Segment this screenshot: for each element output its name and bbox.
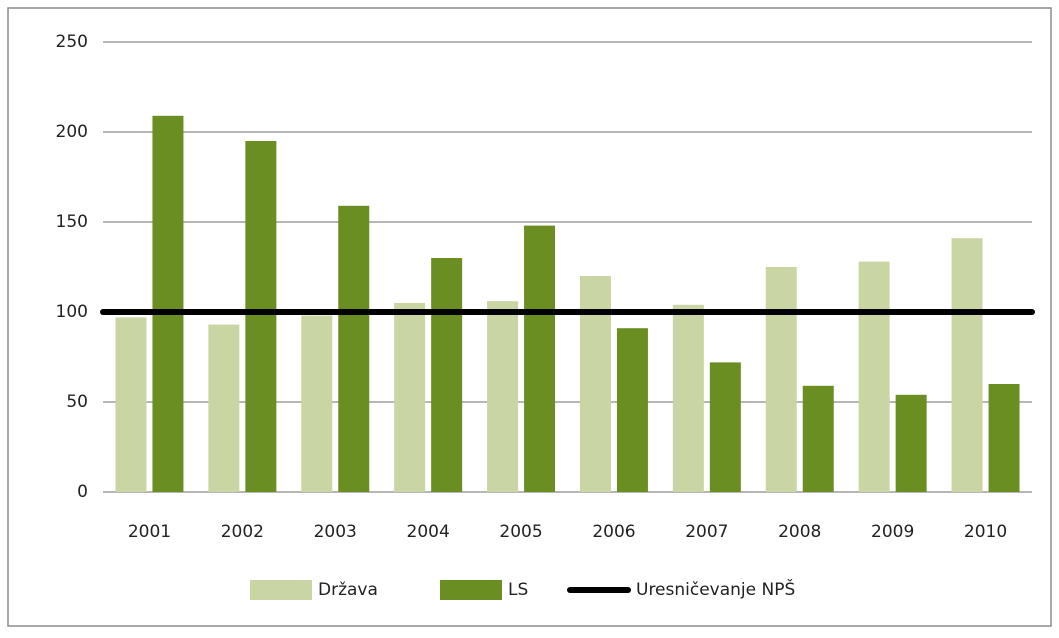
bar (524, 225, 556, 492)
legend-swatch (250, 580, 312, 600)
x-tick-label: 2004 (407, 522, 450, 542)
bar (858, 261, 890, 492)
y-tick-label: 50 (66, 392, 88, 412)
x-tick-label: 2007 (685, 522, 728, 542)
x-tick-label: 2003 (314, 522, 357, 542)
bar (579, 276, 611, 492)
bar (301, 315, 333, 492)
x-tick-label: 2008 (778, 522, 821, 542)
x-tick-label: 2006 (592, 522, 635, 542)
bar (245, 141, 277, 492)
bar (431, 258, 463, 492)
bar (802, 385, 834, 492)
y-tick-label: 0 (77, 482, 88, 502)
bar (672, 304, 704, 492)
y-tick-label: 150 (56, 212, 88, 232)
legend-swatch (440, 580, 502, 600)
bar (208, 324, 240, 492)
x-tick-label: 2005 (499, 522, 542, 542)
bar (338, 205, 370, 493)
bar (394, 303, 426, 492)
x-tick-label: 2001 (128, 522, 171, 542)
bar (895, 394, 927, 492)
x-tick-label: 2010 (964, 522, 1007, 542)
x-tick-label: 2002 (221, 522, 264, 542)
bar (765, 267, 797, 492)
y-tick-label: 250 (56, 32, 88, 52)
legend-label: Država (318, 580, 378, 600)
legend-label: LS (508, 580, 528, 600)
bar (988, 384, 1020, 492)
bar (115, 317, 147, 492)
y-tick-label: 200 (56, 122, 88, 142)
bar (951, 238, 983, 492)
legend-label: Uresničevanje NPŠ (636, 578, 795, 600)
bar (487, 301, 519, 492)
x-tick-label: 2009 (871, 522, 914, 542)
bar (616, 328, 648, 492)
bar (152, 115, 184, 493)
bar (709, 362, 741, 492)
y-tick-label: 100 (56, 302, 88, 322)
